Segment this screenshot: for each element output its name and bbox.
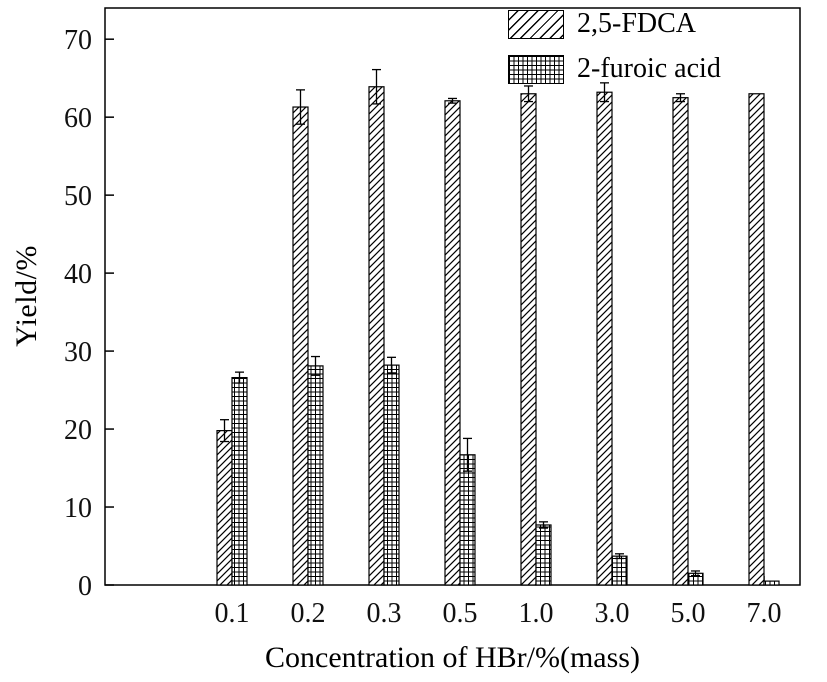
- bar: [216, 430, 233, 586]
- bar: [459, 454, 476, 586]
- y-tick-label: 40: [64, 259, 92, 290]
- x-tick-label: 0.5: [443, 598, 478, 629]
- x-axis: 0.1 0.2 0.3 0.5 1.0 3.0 5.0 7.0: [215, 576, 782, 629]
- bar-series-0: [216, 86, 765, 586]
- bar: [748, 93, 765, 586]
- legend-item-fdca: 2,5-FDCA: [508, 8, 721, 40]
- x-tick-label: 0.3: [367, 598, 402, 629]
- x-tick-label: 1.0: [519, 598, 554, 629]
- bar: [611, 555, 628, 586]
- bar: [596, 91, 613, 586]
- x-tick-label: 5.0: [671, 598, 706, 629]
- error-bars-0: [220, 68, 685, 443]
- y-axis: 0 10 20 30 40 50 60 70: [64, 25, 114, 602]
- grid-hatch-swatch: [508, 54, 564, 84]
- bar: [383, 364, 400, 586]
- diagonal-hatch-swatch: [508, 9, 564, 39]
- bar: [368, 86, 385, 586]
- y-tick-label: 20: [64, 415, 92, 446]
- bar: [231, 376, 248, 586]
- legend-label-fdca: 2,5-FDCA: [577, 8, 697, 39]
- y-tick-label: 70: [64, 25, 92, 56]
- y-tick-label: 30: [64, 337, 92, 368]
- x-axis-label: Concentration of HBr/%(mass): [265, 641, 640, 674]
- legend-item-furoic: 2-furoic acid: [508, 53, 721, 85]
- error-bars-1: [235, 355, 700, 577]
- x-tick-label: 0.2: [291, 598, 326, 629]
- bar: [763, 580, 780, 586]
- bar: [444, 100, 461, 586]
- y-tick-label: 10: [64, 493, 92, 524]
- bar: [535, 524, 552, 586]
- y-tick-label: 50: [64, 181, 92, 212]
- bar: [520, 93, 537, 586]
- bar: [672, 97, 689, 586]
- bar-series-1: [231, 364, 780, 586]
- legend: 2,5-FDCA 2-furoic acid: [508, 8, 721, 85]
- x-tick-label: 3.0: [595, 598, 630, 629]
- bar: [307, 365, 324, 586]
- legend-label-furoic: 2-furoic acid: [577, 53, 721, 84]
- x-tick-label: 7.0: [747, 598, 782, 629]
- x-tick-label: 0.1: [215, 598, 250, 629]
- y-axis-label: Yield/%: [10, 245, 43, 347]
- y-tick-label: 0: [78, 571, 92, 602]
- bar: [292, 106, 309, 586]
- y-tick-label: 60: [64, 103, 92, 134]
